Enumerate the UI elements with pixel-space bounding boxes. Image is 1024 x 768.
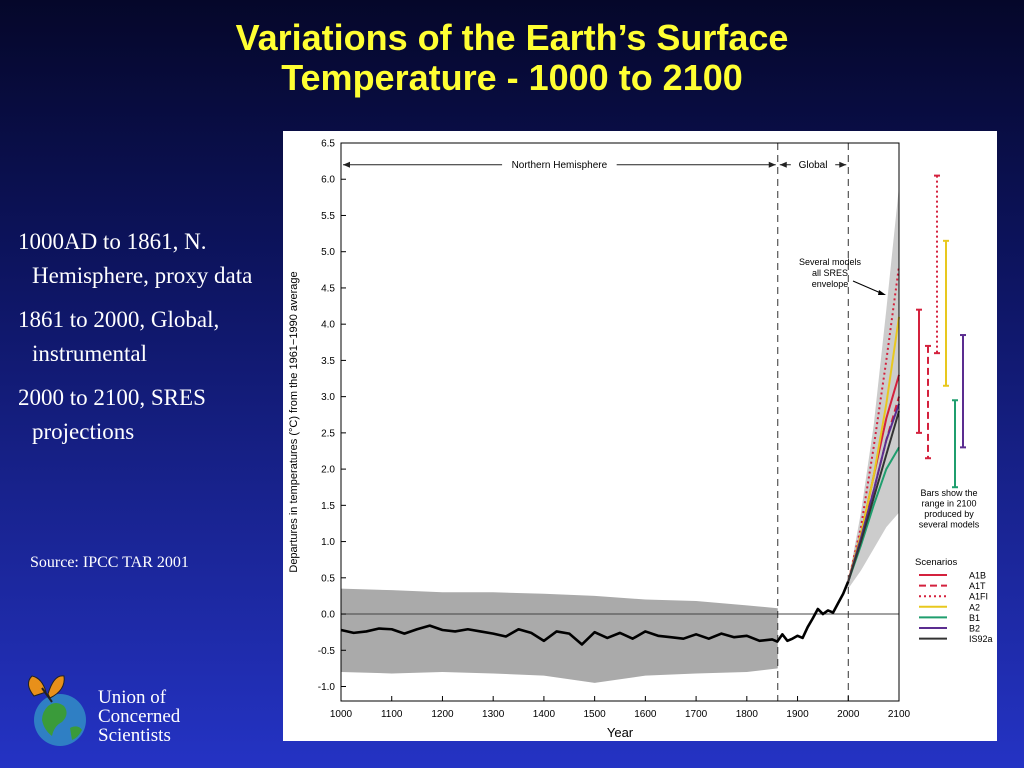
title-line-1: Variations of the Earth’s Surface [235, 17, 789, 58]
annotation-arrow-head [878, 290, 886, 295]
x-tick-label: 1500 [584, 709, 607, 720]
annotation-arrow [852, 280, 884, 295]
y-tick-label: 6.0 [321, 175, 335, 186]
legend-label: A1T [969, 581, 986, 591]
plot-frame [340, 142, 900, 702]
y-tick-label: 4.0 [321, 320, 335, 331]
logo-line: Concerned [98, 706, 181, 727]
legend-label: B1 [969, 613, 980, 623]
y-tick-label: 4.5 [321, 283, 335, 294]
bullet-item: 2000 to 2100, SRES projections [18, 385, 206, 444]
bullet-list: 1000AD to 1861, N. Hemisphere, proxy dat… [18, 225, 280, 459]
arrow-head-right [768, 161, 776, 168]
ucs-logo: Union of Concerned Scientists [18, 666, 228, 756]
x-tick-label: 1300 [482, 709, 505, 720]
legend-label: IS92a [969, 634, 993, 644]
legend-label: B2 [969, 624, 980, 634]
x-tick-label: 1900 [786, 709, 809, 720]
x-tick-label: 2100 [888, 709, 911, 720]
region-label: Northern Hemisphere [512, 160, 608, 171]
y-tick-label: 6.5 [321, 139, 335, 150]
arrow-head-left [779, 161, 787, 168]
legend-label: A1B [969, 571, 986, 581]
region-label: Global [799, 160, 828, 171]
logo-line: Scientists [98, 725, 171, 746]
slide-title: Variations of the Earth’s Surface Temper… [0, 18, 1024, 98]
observed-temperature-line [340, 580, 850, 646]
y-tick-label: 3.0 [321, 392, 335, 403]
y-tick-label: 5.5 [321, 211, 335, 222]
y-tick-label: 2.5 [321, 428, 335, 439]
envelope-annotation: envelope [812, 279, 849, 289]
arrow-head-left [343, 161, 350, 168]
range-bars-note: several models [919, 520, 980, 530]
x-tick-label: 1700 [685, 709, 708, 720]
y-tick-label: 3.5 [321, 356, 335, 367]
source-note: Source: IPCC TAR 2001 [30, 554, 189, 571]
y-tick-label: 1.0 [321, 537, 335, 548]
x-tick-label: 1000 [330, 709, 353, 720]
sres-envelope [848, 186, 899, 589]
bullet-item: 1861 to 2000, Global, instrumental [18, 307, 220, 366]
y-tick-label: 5.0 [321, 247, 335, 258]
envelope-annotation: all SRES [812, 268, 848, 278]
x-tick-label: 1600 [634, 709, 657, 720]
arrow-head-right [839, 161, 847, 168]
legend-label: A1FI [969, 592, 988, 602]
logo-text: Union of Concerned Scientists [98, 688, 180, 745]
envelope-annotation: Several models [799, 257, 862, 267]
x-tick-label: 1100 [381, 709, 403, 720]
projection-line-a1fi [847, 266, 900, 582]
x-axis-label: Year [607, 725, 634, 740]
title-line-2: Temperature - 1000 to 2100 [281, 57, 743, 98]
y-axis-label: Departures in temperatures (°C) from the… [288, 271, 300, 572]
y-tick-label: 0.0 [321, 610, 335, 621]
legend-label: A2 [969, 602, 980, 612]
range-bars-note: produced by [924, 509, 974, 519]
y-tick-label: -0.5 [318, 646, 336, 657]
chart-svg: Northern Hemisphere Global 6.5 6.0 5.5 5.0 4.5… [288, 139, 993, 741]
legend-title: Scenarios [915, 557, 957, 568]
globe-butterfly-icon [28, 675, 86, 746]
x-tick-label: 1200 [431, 709, 454, 720]
x-tick-label: 2000 [837, 709, 860, 720]
range-bars-note: Bars show the [920, 488, 977, 498]
y-tick-label: -1.0 [318, 682, 336, 693]
x-tick-label: 1800 [736, 709, 759, 720]
bullet-item: 1000AD to 1861, N. Hemisphere, proxy dat… [18, 229, 253, 288]
logo-line: Union of [98, 687, 167, 708]
proxy-uncertainty-band [341, 588, 778, 683]
y-tick-label: 0.5 [321, 573, 335, 584]
temperature-chart: Northern Hemisphere Global 6.5 6.0 5.5 5.0 4.5… [283, 131, 997, 741]
y-tick-label: 1.5 [321, 501, 335, 512]
projection-line-is92a [847, 410, 900, 582]
x-tick-label: 1400 [533, 709, 556, 720]
range-bars-note: range in 2100 [921, 499, 976, 509]
y-tick-label: 2.0 [321, 465, 335, 476]
